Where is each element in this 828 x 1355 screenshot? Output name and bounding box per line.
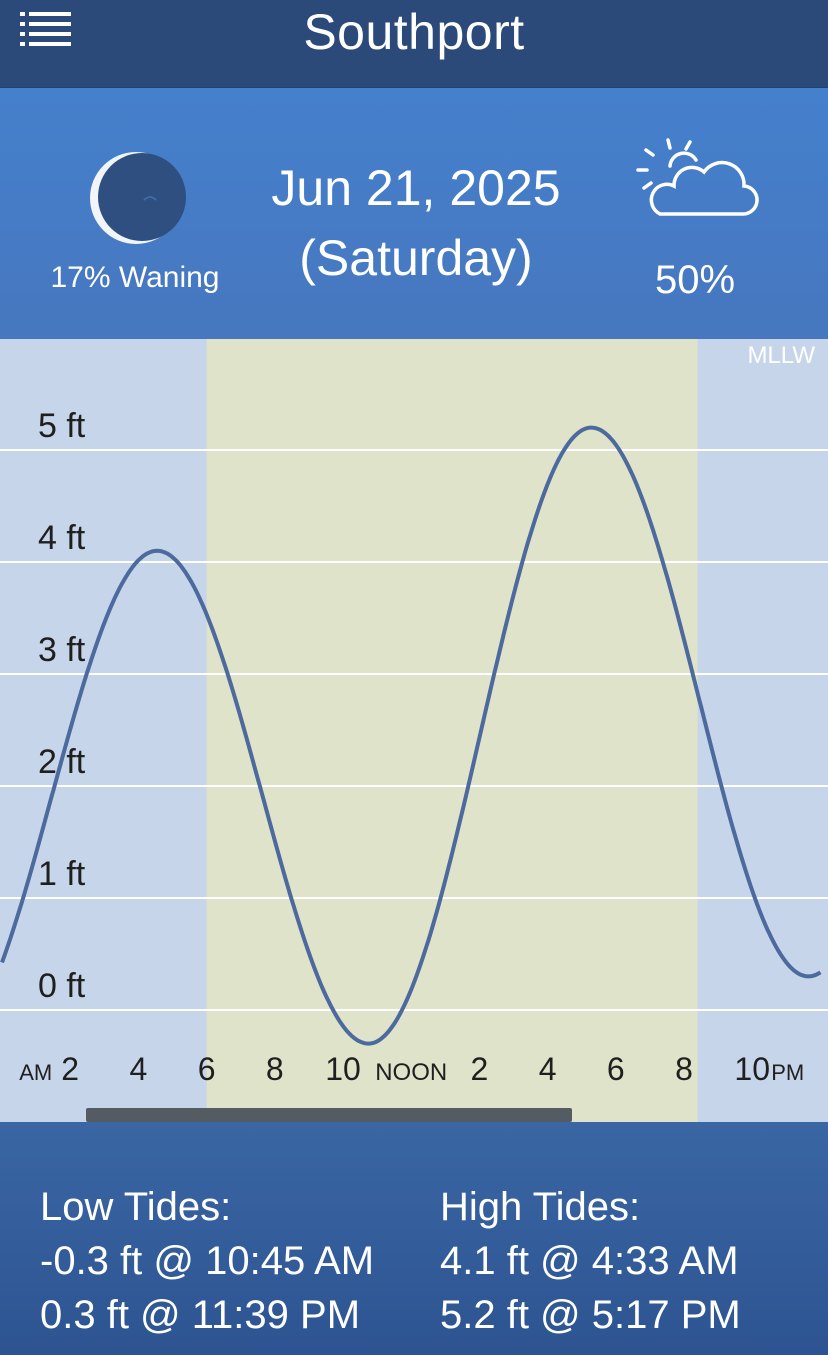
top-bar: Southport bbox=[0, 0, 828, 88]
high-tides-title: High Tides: bbox=[440, 1185, 641, 1229]
tide-chart[interactable]: 5 ft 4 ft 3 ft 2 ft 1 ft 0 ft MLLW 2 AM 4 6 8 10 NOON… bbox=[0, 339, 828, 1122]
partly-cloudy-icon[interactable] bbox=[630, 138, 760, 224]
x-tick-label: 2 bbox=[471, 1051, 489, 1087]
x-tick-prefix: AM bbox=[19, 1060, 52, 1085]
low-tide-1: -0.3 ft @ 10:45 AM bbox=[40, 1239, 375, 1283]
y-tick-label: 5 ft bbox=[38, 407, 86, 445]
daylight-band bbox=[206, 339, 698, 1122]
low-tides-column: Low Tides: -0.3 ft @ 10:45 AM 0.3 ft @ 1… bbox=[40, 1180, 374, 1342]
waning-moon-icon bbox=[86, 148, 186, 248]
x-tick-suffix: PM bbox=[771, 1060, 804, 1085]
x-tick-label: 6 bbox=[607, 1051, 625, 1087]
y-tick-label: 3 ft bbox=[38, 631, 86, 669]
low-tides-title: Low Tides: bbox=[40, 1185, 232, 1229]
weekday-label[interactable]: (Saturday) bbox=[299, 230, 533, 286]
y-tick-label: 1 ft bbox=[38, 855, 86, 893]
x-tick-label: 2 bbox=[61, 1051, 79, 1087]
y-tick-label: 0 ft bbox=[38, 967, 86, 1005]
tide-summary: Low Tides: -0.3 ft @ 10:45 AM 0.3 ft @ 1… bbox=[0, 1122, 828, 1355]
list-menu-icon[interactable] bbox=[20, 12, 74, 46]
page-title: Southport bbox=[303, 4, 525, 60]
date-label[interactable]: Jun 21, 2025 bbox=[271, 160, 561, 216]
datum-label: MLLW bbox=[747, 342, 815, 369]
x-tick-label: 10 bbox=[325, 1051, 361, 1087]
moon-phase-label: 17% Waning bbox=[50, 261, 220, 294]
high-tide-1: 4.1 ft @ 4:33 AM bbox=[440, 1239, 739, 1283]
x-tick-label: 8 bbox=[675, 1051, 693, 1087]
x-tick-label: 6 bbox=[198, 1051, 216, 1087]
x-tick-label: 4 bbox=[539, 1051, 557, 1087]
high-tide-2: 5.2 ft @ 5:17 PM bbox=[440, 1293, 741, 1337]
tide-curve bbox=[0, 425, 822, 1046]
info-panel: 17% Waning Jun 21, 2025 (Saturday) 50% bbox=[0, 88, 828, 339]
chart-scrollbar[interactable] bbox=[86, 1108, 572, 1122]
x-tick-label: 4 bbox=[130, 1051, 148, 1087]
x-tick-label: 8 bbox=[266, 1051, 284, 1087]
x-tick-label: NOON bbox=[375, 1059, 447, 1086]
high-tides-column: High Tides: 4.1 ft @ 4:33 AM 5.2 ft @ 5:… bbox=[440, 1180, 741, 1342]
low-tide-2: 0.3 ft @ 11:39 PM bbox=[40, 1293, 361, 1337]
precipitation-percent: 50% bbox=[654, 258, 736, 302]
y-tick-label: 4 ft bbox=[38, 519, 86, 557]
x-tick-label: 10 bbox=[734, 1051, 770, 1087]
